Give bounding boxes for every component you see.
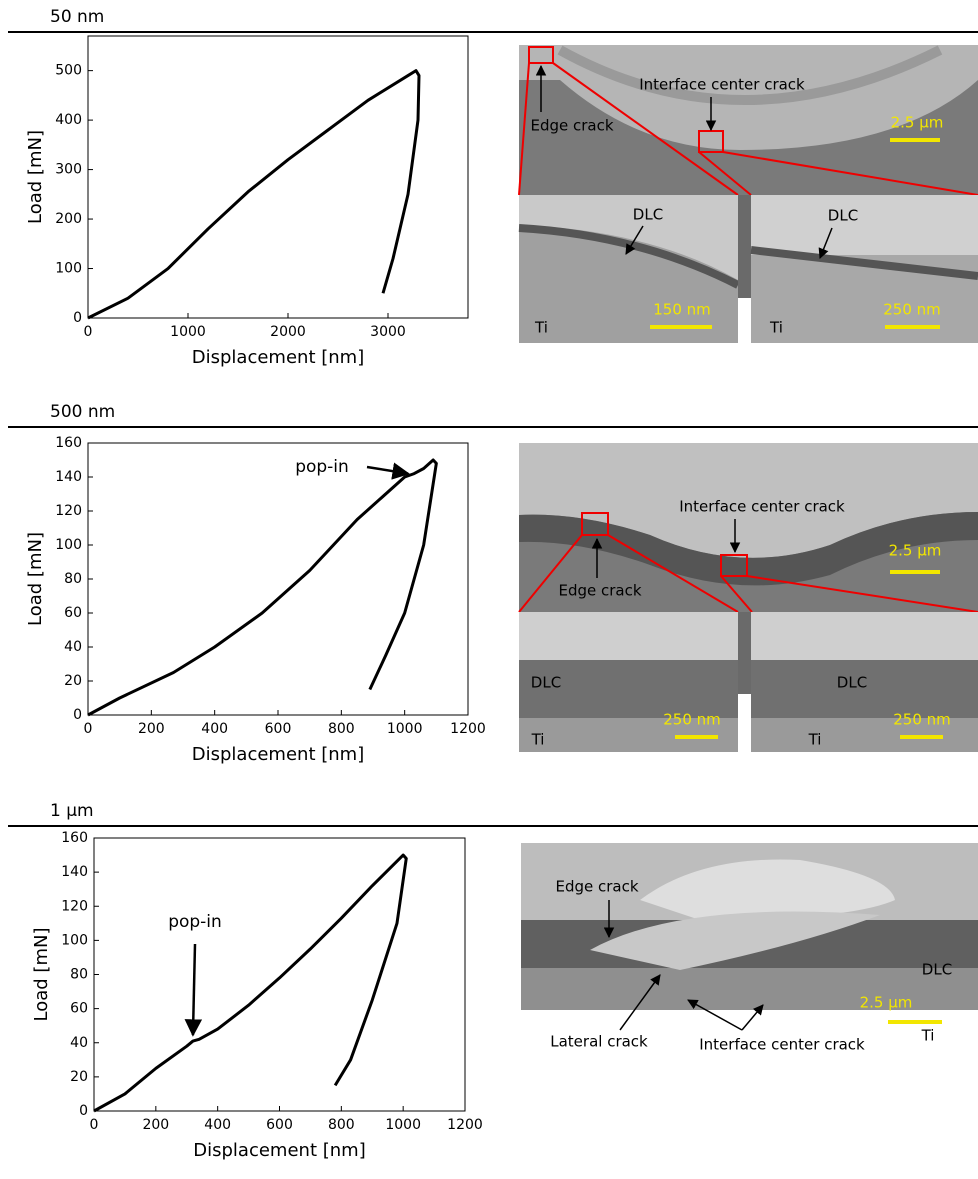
image-label: Lateral crack <box>550 1033 648 1051</box>
x-axis-label: Displacement [nm] <box>192 744 364 765</box>
image-label: DLC <box>828 207 858 225</box>
x-tick-label: 1200 <box>447 1117 483 1133</box>
y-axis-label: Load [mN] <box>25 130 46 224</box>
x-tick-label: 0 <box>84 324 93 340</box>
image-label: Ti <box>921 1027 935 1045</box>
scale-label: 150 nm <box>653 301 711 319</box>
y-tick-label: 120 <box>61 898 88 914</box>
section-title: 1 µm <box>50 801 94 821</box>
image-label: DLC <box>633 206 663 224</box>
y-tick-label: 100 <box>55 261 82 277</box>
scale-label: 2.5 µm <box>889 542 942 560</box>
scale-label: 2.5 µm <box>860 994 913 1012</box>
scale-label: 250 nm <box>893 711 951 729</box>
image-label: DLC <box>531 674 561 692</box>
image-label: Interface center crack <box>699 1036 865 1054</box>
x-tick-label: 400 <box>204 1117 231 1133</box>
y-tick-label: 0 <box>73 707 82 723</box>
image-label: Interface center crack <box>679 498 845 516</box>
x-tick-label: 400 <box>201 721 228 737</box>
image-label: Ti <box>534 319 548 337</box>
y-tick-label: 0 <box>73 310 82 326</box>
y-tick-label: 300 <box>55 162 82 178</box>
y-tick-label: 100 <box>55 537 82 553</box>
x-tick-label: 200 <box>138 721 165 737</box>
y-tick-label: 400 <box>55 112 82 128</box>
plot-frame <box>93 837 466 1112</box>
y-tick-label: 80 <box>64 571 82 587</box>
plot-frame <box>87 35 469 319</box>
x-tick-label: 600 <box>265 721 292 737</box>
x-tick-label: 2000 <box>270 324 306 340</box>
data-line <box>87 458 438 717</box>
y-tick-label: 20 <box>70 1069 88 1085</box>
y-tick-label: 0 <box>79 1103 88 1119</box>
annotation-arrow <box>184 943 203 1037</box>
image-label: Ti <box>769 319 783 337</box>
x-axis-label: Displacement [nm] <box>192 347 364 368</box>
x-tick-label: 600 <box>266 1117 293 1133</box>
x-tick-label: 1000 <box>387 721 423 737</box>
sem-image: Edge crack DLC Lateral crack Interface c… <box>521 843 978 1054</box>
image-label: Edge crack <box>555 878 638 896</box>
y-tick-label: 120 <box>55 503 82 519</box>
plot-frame <box>87 442 469 716</box>
y-tick-label: 60 <box>70 1001 88 1017</box>
x-tick-label: 200 <box>142 1117 169 1133</box>
annotation-arrow <box>366 462 410 480</box>
image-label: Ti <box>531 731 545 749</box>
x-tick-label: 800 <box>328 1117 355 1133</box>
sem-image: Edge crack Interface center crack 2.5 µm… <box>518 45 978 343</box>
y-tick-label: 200 <box>55 211 82 227</box>
y-tick-label: 100 <box>61 932 88 948</box>
data-line <box>87 69 421 320</box>
y-tick-label: 40 <box>64 639 82 655</box>
x-tick-label: 0 <box>90 1117 99 1133</box>
x-tick-label: 0 <box>84 721 93 737</box>
scale-label: 2.5 µm <box>891 114 944 132</box>
image-label: DLC <box>922 961 952 979</box>
y-tick-label: 80 <box>70 967 88 983</box>
y-tick-label: 160 <box>61 830 88 846</box>
scale-label: 250 nm <box>883 301 941 319</box>
sem-image: Interface center crack Edge crack 2.5 µm… <box>518 443 978 752</box>
x-tick-label: 800 <box>328 721 355 737</box>
scale-label: 250 nm <box>663 711 721 729</box>
x-tick-label: 3000 <box>370 324 406 340</box>
y-axis-label: Load [mN] <box>25 532 46 626</box>
image-label: DLC <box>837 674 867 692</box>
y-axis-label: Load [mN] <box>31 928 52 1022</box>
section-title: 500 nm <box>50 402 115 422</box>
annotation: pop-in <box>295 457 349 477</box>
y-tick-label: 160 <box>55 435 82 451</box>
y-tick-label: 500 <box>55 63 82 79</box>
annotation: pop-in <box>168 912 222 932</box>
image-label: Edge crack <box>530 117 613 135</box>
image-label: Edge crack <box>558 582 641 600</box>
y-tick-label: 60 <box>64 605 82 621</box>
section-title: 50 nm <box>50 7 104 27</box>
y-tick-label: 40 <box>70 1035 88 1051</box>
data-line <box>93 853 408 1113</box>
x-tick-label: 1000 <box>170 324 206 340</box>
image-label: Ti <box>808 731 822 749</box>
image-label: Interface center crack <box>639 76 805 94</box>
x-tick-label: 1000 <box>385 1117 421 1133</box>
y-tick-label: 140 <box>55 469 82 485</box>
x-tick-label: 1200 <box>450 721 486 737</box>
y-tick-label: 20 <box>64 673 82 689</box>
y-tick-label: 140 <box>61 864 88 880</box>
x-axis-label: Displacement [nm] <box>193 1140 365 1161</box>
